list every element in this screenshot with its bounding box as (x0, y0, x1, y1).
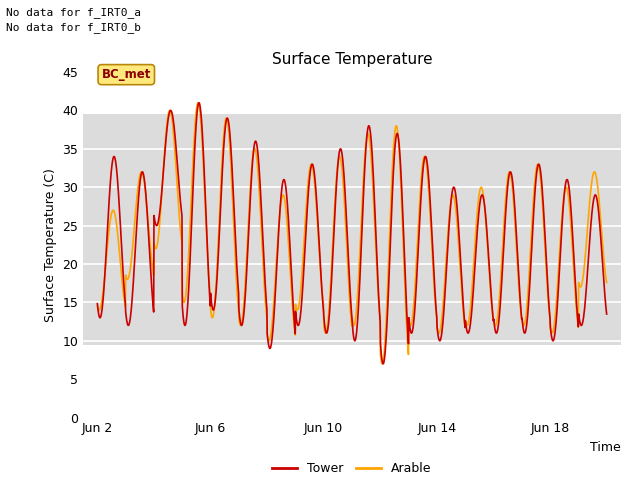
Text: No data for f_IRT0_b: No data for f_IRT0_b (6, 22, 141, 33)
Y-axis label: Surface Temperature (C): Surface Temperature (C) (44, 168, 57, 322)
Legend: Tower, Arable: Tower, Arable (268, 457, 436, 480)
Bar (83, 114, 621, 345)
Text: BC_met: BC_met (102, 68, 151, 81)
Text: No data for f_IRT0_a: No data for f_IRT0_a (6, 7, 141, 18)
Title: Surface Temperature: Surface Temperature (272, 52, 432, 67)
X-axis label: Time: Time (590, 441, 621, 454)
